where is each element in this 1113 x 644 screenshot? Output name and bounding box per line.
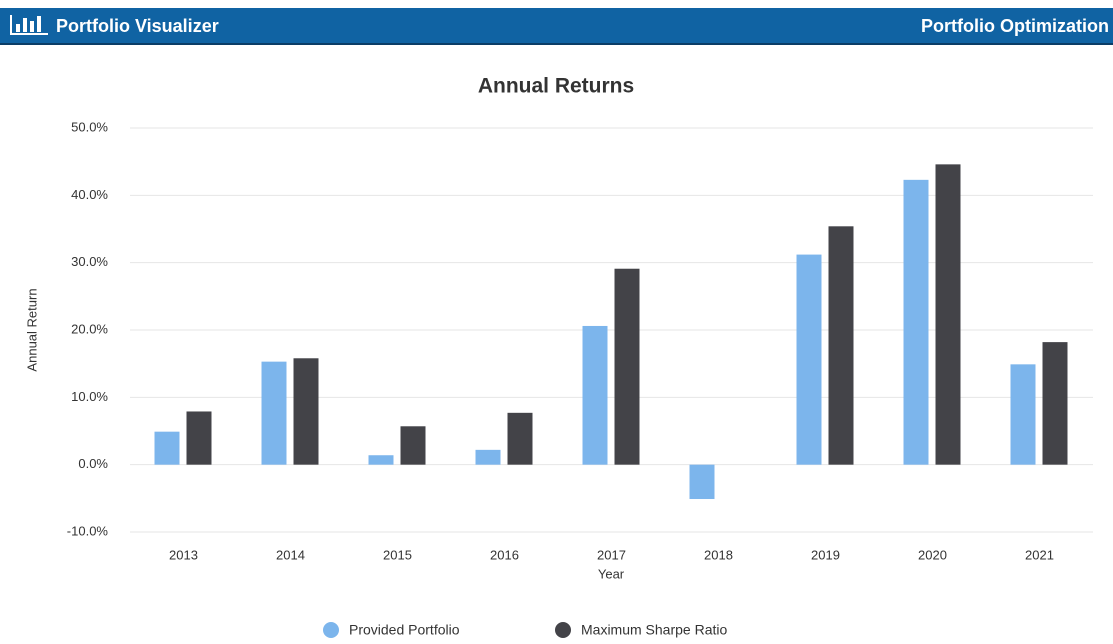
- chart-title: Annual Returns: [478, 75, 634, 98]
- x-axis-label: Year: [598, 566, 625, 581]
- bar: [293, 358, 319, 465]
- legend-marker: [555, 622, 571, 638]
- bar: [507, 412, 533, 465]
- legend-label: Provided Portfolio: [349, 622, 460, 638]
- bar: [368, 455, 394, 465]
- x-tick-label: 2013: [169, 547, 198, 562]
- page-title[interactable]: Portfolio Optimization: [921, 16, 1109, 36]
- y-axis-label: Annual Return: [24, 288, 39, 371]
- bar: [935, 164, 961, 465]
- header-bar: [0, 8, 1113, 44]
- x-tick-label: 2017: [597, 547, 626, 562]
- brand[interactable]: Portfolio Visualizer: [56, 16, 219, 36]
- bar: [400, 426, 426, 465]
- bar: [1042, 342, 1068, 465]
- y-tick-label: -10.0%: [67, 523, 109, 538]
- bar: [796, 254, 822, 465]
- y-tick-label: 20.0%: [71, 321, 108, 336]
- x-tick-label: 2019: [811, 547, 840, 562]
- x-tick-label: 2016: [490, 547, 519, 562]
- bar: [186, 411, 212, 465]
- x-tick-label: 2020: [918, 547, 947, 562]
- x-tick-label: 2021: [1025, 547, 1054, 562]
- logo-icon: [10, 15, 48, 35]
- bar: [828, 226, 854, 465]
- y-tick-label: 10.0%: [71, 389, 108, 404]
- y-tick-label: 40.0%: [71, 187, 108, 202]
- legend-label: Maximum Sharpe Ratio: [581, 622, 727, 638]
- y-tick-label: 50.0%: [71, 119, 108, 134]
- y-tick-label: 0.0%: [78, 456, 108, 471]
- bar: [614, 268, 640, 465]
- x-tick-label: 2014: [276, 547, 305, 562]
- bar: [582, 325, 608, 465]
- bar: [261, 361, 287, 465]
- x-tick-label: 2015: [383, 547, 412, 562]
- x-tick-label: 2018: [704, 547, 733, 562]
- legend-marker: [323, 622, 339, 638]
- y-tick-label: 30.0%: [71, 254, 108, 269]
- header-border: [0, 43, 1113, 45]
- bar: [1010, 364, 1036, 465]
- bar: [154, 431, 180, 465]
- bar: [689, 464, 715, 500]
- bar: [903, 179, 929, 465]
- bar: [475, 449, 501, 465]
